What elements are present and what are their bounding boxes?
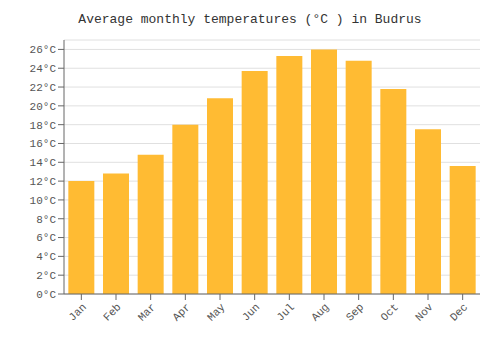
svg-text:Jun: Jun — [240, 301, 262, 323]
svg-text:8°C: 8°C — [36, 214, 56, 226]
svg-text:26°C: 26°C — [30, 44, 57, 56]
svg-text:Apr: Apr — [170, 301, 192, 323]
svg-text:22°C: 22°C — [30, 82, 57, 94]
svg-text:14°C: 14°C — [30, 157, 57, 169]
svg-text:24°C: 24°C — [30, 63, 57, 75]
svg-text:0°C: 0°C — [36, 289, 56, 301]
html-text:Average monthly temperatures (: Average monthly temperatures (°C ) in Bu… — [78, 12, 422, 27]
svg-text:2°C: 2°C — [36, 270, 56, 282]
svg-text:Dec: Dec — [448, 301, 470, 323]
svg-text:20°C: 20°C — [30, 101, 57, 113]
svg-text:Jul: Jul — [274, 301, 296, 323]
svg-text:10°C: 10°C — [30, 195, 57, 207]
svg-text:Nov: Nov — [413, 301, 436, 324]
svg-text:Mar: Mar — [136, 301, 158, 323]
svg-text:6°C: 6°C — [36, 232, 56, 244]
svg-text:Aug: Aug — [309, 301, 331, 323]
svg-text:May: May — [205, 301, 228, 324]
svg-text:Jan: Jan — [66, 301, 88, 323]
svg-text:Oct: Oct — [378, 301, 400, 323]
svg-text:Feb: Feb — [101, 301, 123, 323]
svg-text:16°C: 16°C — [30, 138, 57, 150]
svg-text:Sep: Sep — [344, 301, 366, 323]
svg-text:18°C: 18°C — [30, 120, 57, 132]
svg-text:4°C: 4°C — [36, 251, 56, 263]
svg-text:12°C: 12°C — [30, 176, 57, 188]
